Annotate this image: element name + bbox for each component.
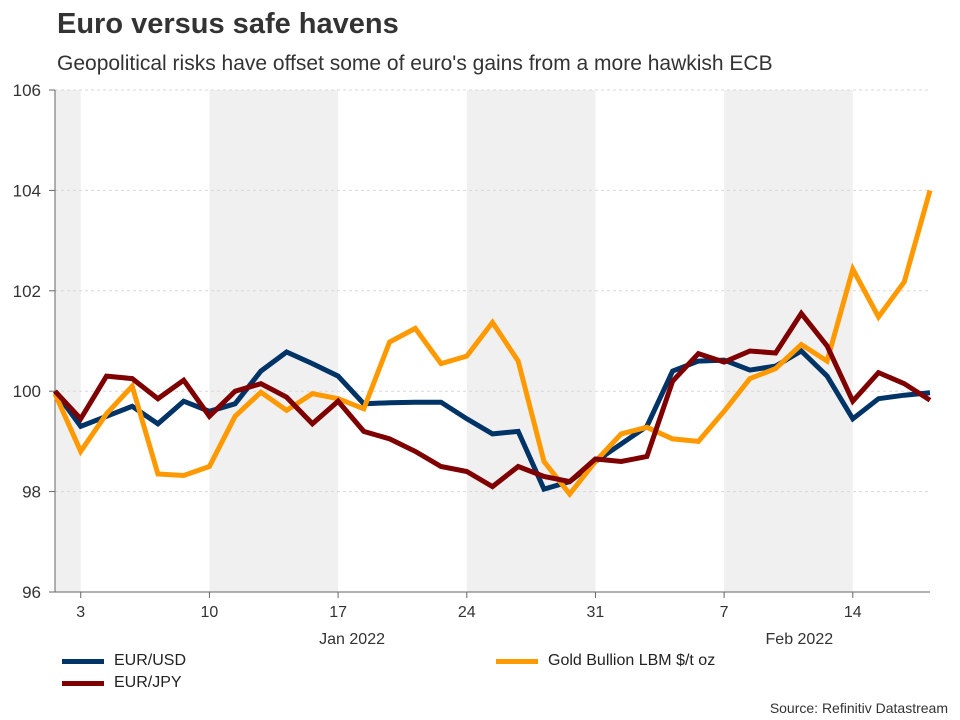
- x-tick-label: 14: [844, 604, 862, 621]
- legend-swatch: [62, 658, 104, 664]
- x-tick-label: 24: [458, 604, 476, 621]
- x-tick-label: 3: [76, 604, 85, 621]
- legend-swatch: [496, 658, 538, 664]
- legend-swatch: [62, 680, 104, 686]
- x-tick-label: 31: [587, 604, 605, 621]
- legend-item-eurjpy: EUR/JPY: [62, 674, 182, 692]
- y-tick-label: 102: [13, 282, 41, 301]
- shaded-week-band: [55, 90, 81, 592]
- x-tick-label: 17: [329, 604, 347, 621]
- month-label: Feb 2022: [766, 631, 834, 648]
- shaded-week-band: [466, 90, 596, 592]
- legend-item-gold: Gold Bullion LBM $/t oz: [496, 652, 715, 670]
- chart-title: Euro versus safe havens: [57, 8, 399, 40]
- y-tick-label: 106: [13, 81, 41, 100]
- legend-label: Gold Bullion LBM $/t oz: [548, 652, 716, 669]
- y-tick-label: 98: [22, 483, 41, 502]
- source-note: Source: Refinitiv Datastream: [769, 700, 948, 716]
- y-tick-label: 104: [13, 181, 41, 200]
- y-tick-label: 100: [13, 382, 41, 401]
- legend-label: EUR/USD: [114, 652, 187, 669]
- x-tick-label: 7: [720, 604, 729, 621]
- legend-label: EUR/JPY: [114, 674, 182, 691]
- shaded-week-band: [209, 90, 339, 592]
- legend-item-eurusd: EUR/USD: [62, 652, 186, 670]
- month-label: Jan 2022: [319, 631, 385, 648]
- chart-subtitle: Geopolitical risks have offset some of e…: [57, 52, 773, 75]
- x-tick-label: 10: [201, 604, 219, 621]
- y-tick-label: 96: [22, 583, 41, 602]
